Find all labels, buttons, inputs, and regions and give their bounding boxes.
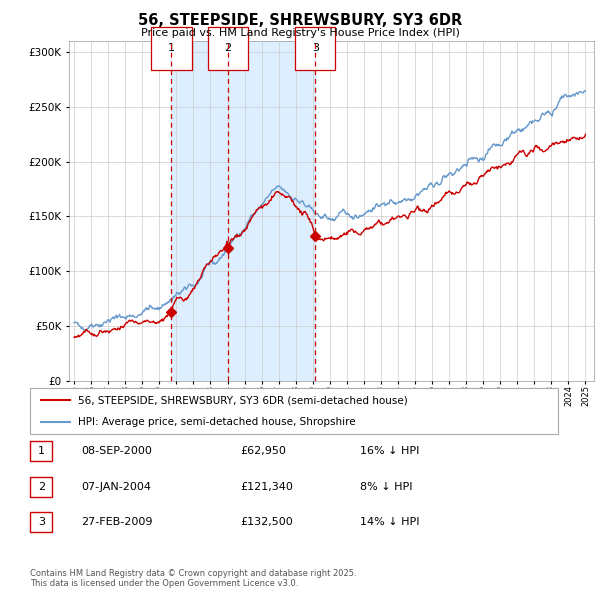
- Text: 1: 1: [168, 44, 175, 54]
- Text: 16% ↓ HPI: 16% ↓ HPI: [360, 447, 419, 456]
- Text: £132,500: £132,500: [240, 517, 293, 527]
- Text: 14% ↓ HPI: 14% ↓ HPI: [360, 517, 419, 527]
- Text: HPI: Average price, semi-detached house, Shropshire: HPI: Average price, semi-detached house,…: [77, 417, 355, 427]
- Text: 2: 2: [38, 482, 45, 491]
- Text: 56, STEEPSIDE, SHREWSBURY, SY3 6DR: 56, STEEPSIDE, SHREWSBURY, SY3 6DR: [138, 13, 462, 28]
- Text: 3: 3: [38, 517, 45, 527]
- Text: 1: 1: [38, 447, 45, 456]
- Text: 56, STEEPSIDE, SHREWSBURY, SY3 6DR (semi-detached house): 56, STEEPSIDE, SHREWSBURY, SY3 6DR (semi…: [77, 395, 407, 405]
- Text: 2: 2: [224, 44, 232, 54]
- Text: Contains HM Land Registry data © Crown copyright and database right 2025.
This d: Contains HM Land Registry data © Crown c…: [30, 569, 356, 588]
- Text: Price paid vs. HM Land Registry's House Price Index (HPI): Price paid vs. HM Land Registry's House …: [140, 28, 460, 38]
- Text: 27-FEB-2009: 27-FEB-2009: [81, 517, 152, 527]
- Text: 3: 3: [312, 44, 319, 54]
- Text: £62,950: £62,950: [240, 447, 286, 456]
- Text: £121,340: £121,340: [240, 482, 293, 491]
- Text: 08-SEP-2000: 08-SEP-2000: [81, 447, 152, 456]
- Bar: [172, 41, 316, 381]
- Text: 8% ↓ HPI: 8% ↓ HPI: [360, 482, 413, 491]
- Text: 07-JAN-2004: 07-JAN-2004: [81, 482, 151, 491]
